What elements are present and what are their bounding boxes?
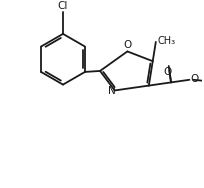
Text: O: O bbox=[163, 67, 171, 77]
Text: Cl: Cl bbox=[58, 2, 68, 11]
Text: CH₃: CH₃ bbox=[156, 36, 175, 46]
Text: O: O bbox=[189, 74, 197, 84]
Text: O: O bbox=[123, 40, 131, 50]
Text: N: N bbox=[107, 86, 115, 96]
